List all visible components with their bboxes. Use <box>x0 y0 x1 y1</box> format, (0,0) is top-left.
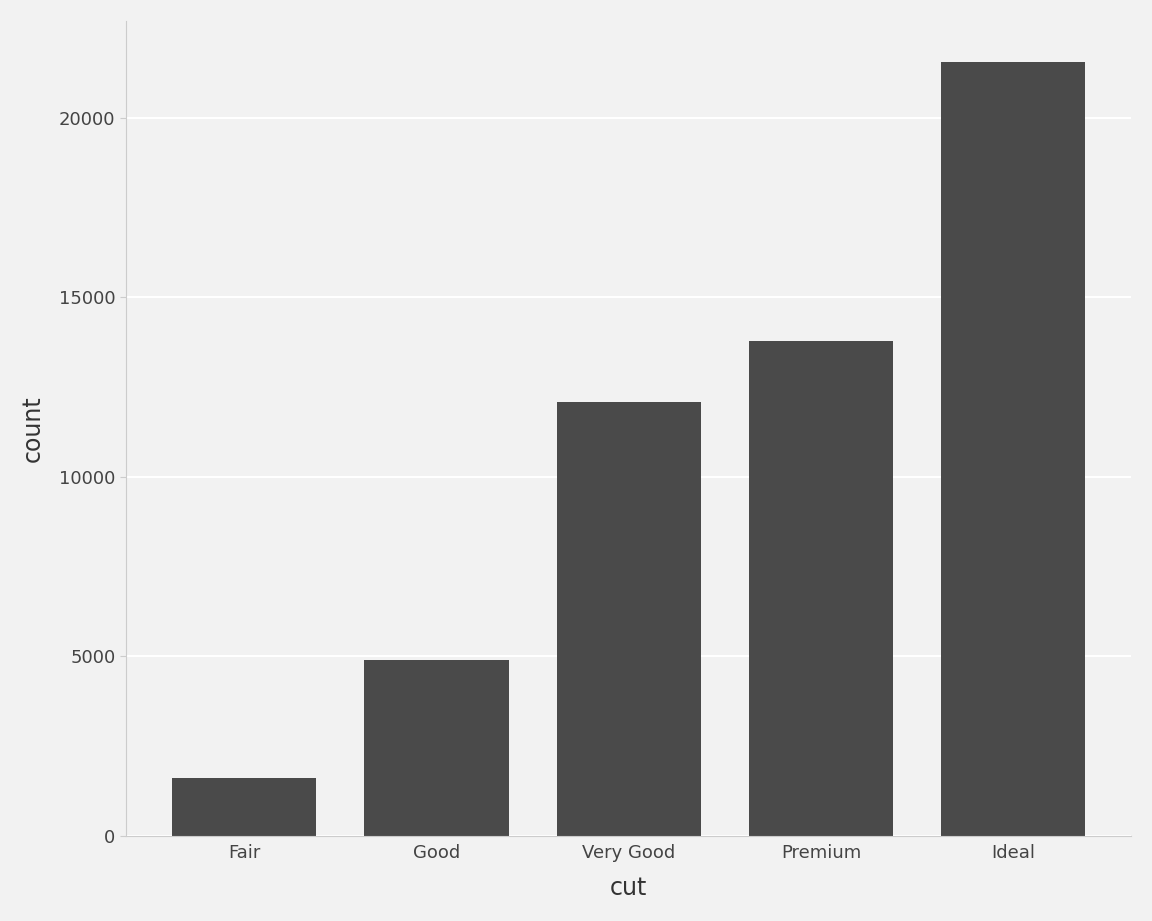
X-axis label: cut: cut <box>611 876 647 900</box>
Bar <box>941 62 1085 836</box>
Y-axis label: count: count <box>21 395 45 461</box>
Bar <box>364 659 509 836</box>
Bar <box>556 402 700 836</box>
Bar <box>749 341 893 836</box>
Bar <box>172 778 317 836</box>
